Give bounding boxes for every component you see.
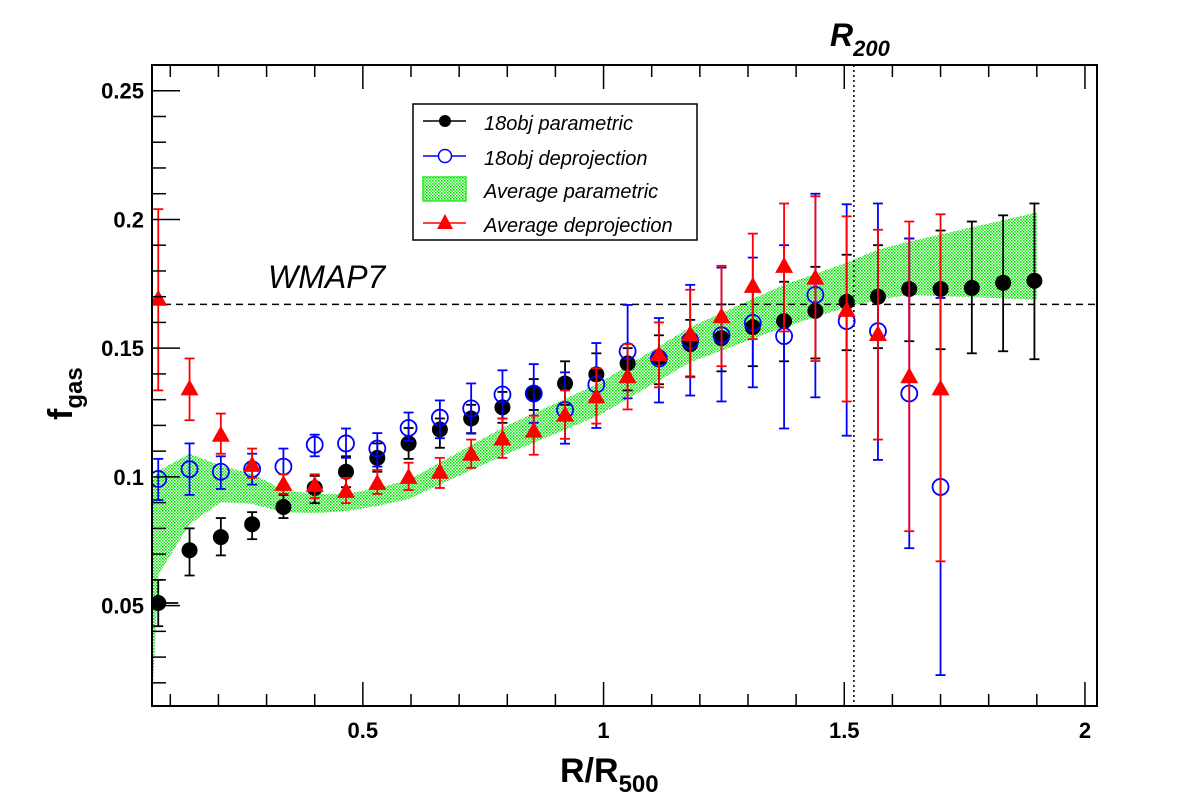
x-tick-label: 1.5: [829, 718, 860, 743]
plot-frame: [151, 64, 1098, 707]
wmap7-label: WMAP7: [268, 259, 387, 295]
legend-item-average-deprojection: Average deprojection: [423, 214, 673, 237]
data-point: [305, 475, 324, 492]
data-point: [368, 473, 387, 490]
data-point: [462, 444, 481, 461]
data-point: [400, 435, 417, 452]
filled-circle-marker-icon: [439, 115, 451, 127]
x-tick-label: 2: [1079, 718, 1091, 743]
y-tick-label: 0.2: [113, 207, 144, 232]
legend-box: [412, 103, 698, 241]
r200-label: R200: [830, 17, 891, 61]
data-point: [212, 529, 229, 546]
data-point: [524, 421, 543, 438]
data-point: [181, 542, 198, 559]
data-point: [274, 474, 293, 491]
data-point: [995, 274, 1012, 291]
y-tick-label: 0.05: [101, 594, 144, 619]
data-point: [462, 399, 481, 418]
y-tick-label: 0.1: [113, 465, 144, 490]
data-point: [556, 405, 575, 422]
data-point: [244, 516, 261, 533]
data-point: [649, 345, 668, 362]
data-point: [712, 307, 731, 324]
data-point: [152, 470, 168, 488]
data-point: [399, 467, 418, 484]
y-tick-label: 0.25: [101, 79, 144, 104]
filled-triangle-marker-icon: [437, 214, 453, 229]
data-point: [1026, 272, 1043, 289]
y-axis-title: fgas: [42, 367, 88, 420]
data-point: [493, 429, 512, 446]
data-point: [305, 435, 324, 454]
band-swatch-icon: [422, 176, 467, 202]
data-point: [868, 325, 887, 342]
data-point: [681, 325, 700, 342]
data-point: [275, 499, 292, 516]
open-circle-marker-icon: [437, 148, 453, 164]
axes: 0.05 0.1 0.15 0.2 0.25 0.5 1 1.5 2: [101, 64, 1098, 743]
data-point: [337, 434, 355, 453]
x-tick-label: 1: [597, 718, 609, 743]
data-point: [399, 419, 418, 437]
data-point: [493, 385, 512, 404]
series-layer: [152, 192, 1043, 677]
series-average-deprojection: [152, 195, 950, 563]
band-layer: [152, 212, 1037, 706]
data-point: [900, 367, 919, 384]
average-parametric-band: [152, 212, 1037, 706]
data-point: [524, 384, 543, 403]
legend-label: Average parametric: [483, 181, 658, 203]
data-point: [243, 455, 262, 472]
data-point: [587, 387, 606, 404]
data-point: [618, 367, 637, 384]
data-point: [338, 463, 355, 480]
data-point: [775, 256, 794, 273]
data-point: [837, 300, 856, 317]
data-point: [368, 439, 387, 458]
legend-label: 18obj parametric: [484, 113, 633, 135]
data-point: [180, 460, 199, 479]
data-point: [211, 425, 230, 442]
data-point: [430, 462, 449, 479]
x-tick-label: 0.5: [348, 718, 379, 743]
y-tick-label: 0.15: [101, 336, 144, 361]
legend-item-average-parametric: Average parametric: [422, 176, 658, 203]
legend-item-18obj-parametric: 18obj parametric: [423, 113, 633, 135]
data-point: [806, 268, 825, 285]
data-point: [931, 379, 950, 396]
x-axis-title: R/R500: [560, 752, 659, 798]
legend-label: Average deprojection: [483, 215, 673, 237]
data-point: [152, 289, 168, 306]
data-point: [963, 279, 980, 296]
legend-label: 18obj deprojection: [484, 148, 647, 170]
data-point: [211, 462, 230, 481]
legend: 18obj parametric 18obj deprojection Aver…: [412, 103, 698, 241]
data-point: [180, 379, 199, 396]
data-point: [337, 481, 356, 498]
data-point: [743, 276, 762, 293]
data-point: [430, 408, 449, 427]
legend-item-18obj-deprojection: 18obj deprojection: [423, 148, 647, 170]
